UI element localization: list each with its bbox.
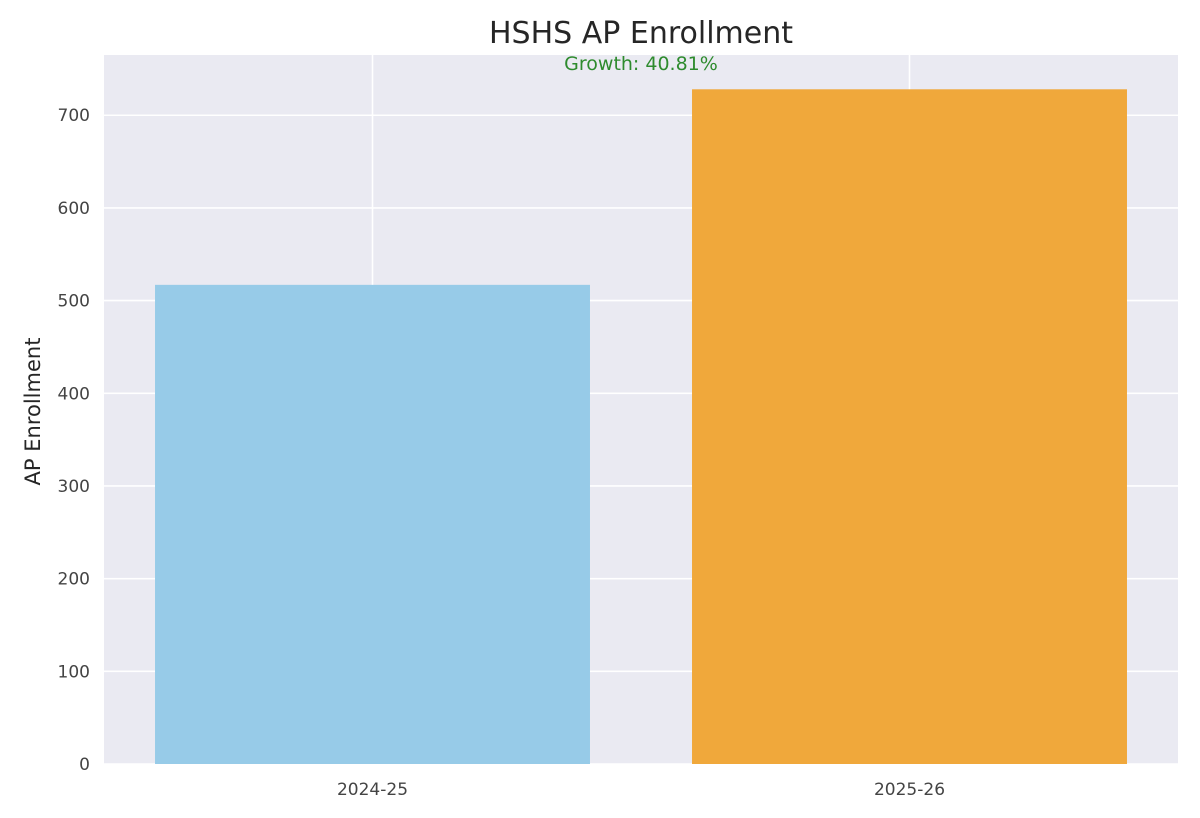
y-tick-label: 100 xyxy=(58,662,90,682)
x-axis-ticks: 2024-25 2025-26 xyxy=(337,780,945,800)
y-tick-label: 600 xyxy=(58,199,90,219)
bars xyxy=(155,89,1127,764)
y-tick-label: 500 xyxy=(58,292,90,312)
y-axis-label: AP Enrollment xyxy=(21,338,45,486)
y-tick-label: 700 xyxy=(58,106,90,126)
bar-2025-26 xyxy=(692,89,1127,764)
y-tick-label: 400 xyxy=(58,384,90,404)
x-tick-label: 2025-26 xyxy=(874,780,945,800)
y-tick-label: 200 xyxy=(58,570,90,590)
y-tick-label: 0 xyxy=(79,755,90,775)
y-axis-ticks: 0 100 200 300 400 500 600 700 xyxy=(58,106,90,775)
growth-annotation: Growth: 40.81% xyxy=(564,53,718,75)
y-tick-label: 300 xyxy=(58,477,90,497)
bar-2024-25 xyxy=(155,284,590,764)
x-tick-label: 2024-25 xyxy=(337,780,408,800)
chart-title: HSHS AP Enrollment xyxy=(489,16,793,51)
